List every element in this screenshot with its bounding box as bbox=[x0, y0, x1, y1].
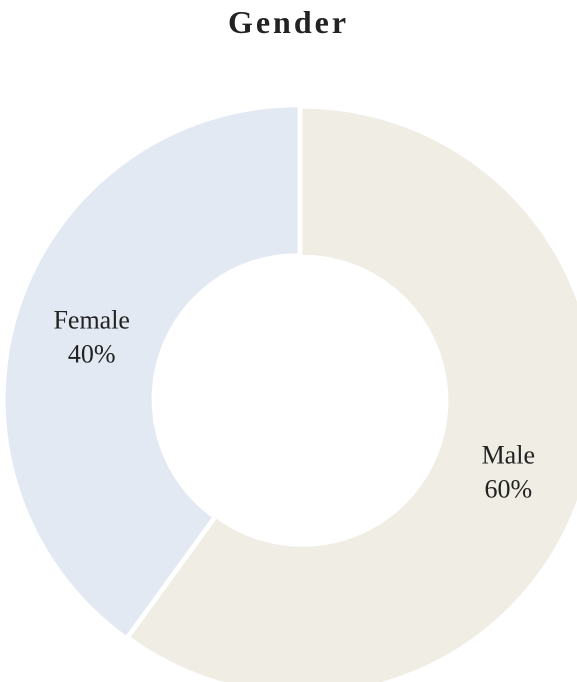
slice-label-male: Male bbox=[482, 441, 535, 470]
chart-title: Gender bbox=[227, 4, 350, 40]
slice-label-female: Female bbox=[53, 305, 130, 334]
slice-female bbox=[5, 107, 298, 636]
slice-male bbox=[130, 108, 577, 682]
slice-value-female: 40% bbox=[68, 339, 116, 368]
slice-value-male: 60% bbox=[484, 475, 532, 504]
